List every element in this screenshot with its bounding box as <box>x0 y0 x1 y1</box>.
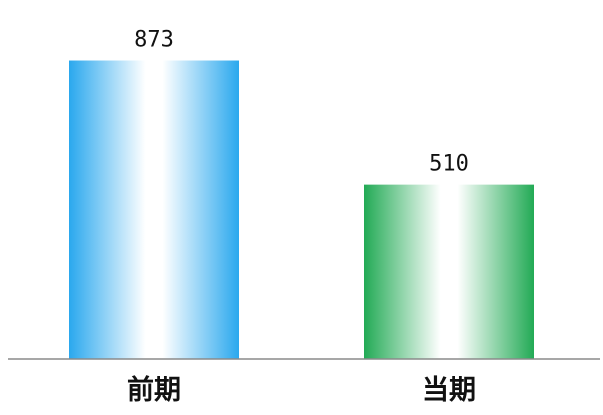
labels-layer: 873 前期 510 当期 <box>127 28 476 406</box>
category-label-1: 前期 <box>127 374 181 406</box>
data-label-2: 510 <box>429 152 469 177</box>
bar-2 <box>364 184 534 359</box>
bar-1 <box>69 60 239 359</box>
data-label-1: 873 <box>134 28 174 53</box>
bars-layer <box>69 60 534 359</box>
category-label-2: 当期 <box>422 375 476 406</box>
